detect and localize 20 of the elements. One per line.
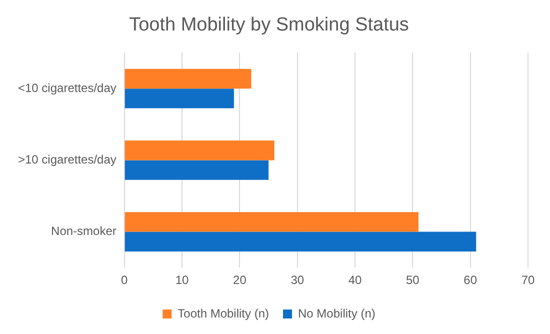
bar [124, 212, 418, 232]
y-tick-label: <10 cigarettes/day [18, 80, 116, 95]
bar [124, 68, 252, 89]
legend-label: Tooth Mobility (n) [178, 306, 270, 320]
bar [124, 232, 476, 252]
x-tick-label: 10 [175, 273, 190, 288]
x-tick-label: 70 [521, 273, 535, 288]
x-tick-label: 40 [348, 273, 362, 288]
legend-label: No Mobility (n) [298, 306, 376, 320]
x-tick-label: 20 [233, 273, 247, 288]
y-tick-label: Non-smoker [51, 224, 116, 238]
x-tick-label: 60 [464, 273, 478, 288]
y-tick-label: >10 cigarettes/day [18, 152, 116, 167]
bar [124, 140, 274, 160]
x-tick-label: 0 [121, 273, 128, 288]
bar [124, 160, 269, 180]
x-tick-label: 30 [290, 273, 304, 288]
bar [124, 88, 234, 108]
x-tick-label: 50 [406, 273, 420, 288]
chart-title: Tooth Mobility by Smoking Status [129, 14, 409, 36]
